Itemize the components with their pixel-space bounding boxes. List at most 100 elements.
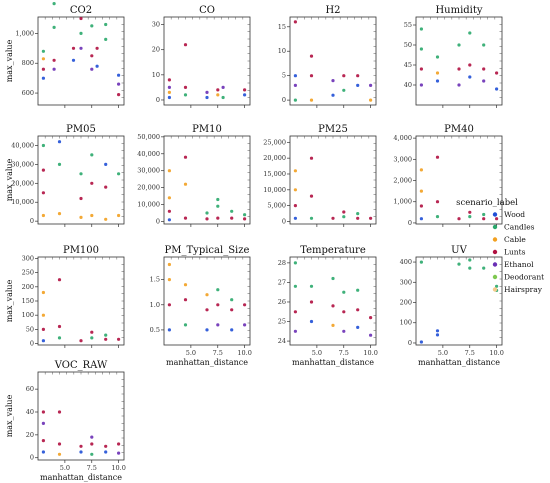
legend: scenario_label Wood Candles Cable Lunts Ethan… [456,198,544,294]
panel-title: UV [451,245,467,256]
panel-pm40: PM40 0 1,000 2,000 3,000 4,000 [393,124,503,227]
data-point [41,313,46,317]
data-point [369,83,373,87]
panel-title: VOC_RAW [54,360,108,371]
data-point [117,213,121,218]
data-point [52,58,56,62]
y-tick-label: 250 [22,269,34,277]
data-point [342,210,346,214]
y-tick-label: 10 [278,47,286,55]
x-tick-label: 7.5 [339,349,349,357]
data-point [167,196,171,200]
data-point [435,55,440,59]
y-tick-label: 60 [26,385,34,393]
data-point [309,74,314,78]
y-tick-label: 30,000 [137,167,160,175]
data-point [309,194,314,198]
y-tick-label: 2,000 [393,177,412,185]
x-tick-label: 5.0 [186,349,196,357]
data-point [342,310,346,314]
panel-title: Temperature [300,245,366,256]
data-point [205,217,209,221]
y-tick-label: 28 [278,259,286,267]
data-point [468,31,472,35]
data-point [243,93,247,97]
data-point [183,155,188,159]
y-tick-label: 50 [26,325,34,333]
data-point [57,452,62,456]
y-tick-label: 300 [400,278,412,286]
panel-temperature: Temperature 24 25 26 27 28 5.0 7.5 10.0manhattan… [278,245,378,367]
y-tick-label: 15,000 [263,170,286,178]
y-tick-label: 200 [22,283,34,291]
data-point [52,25,56,29]
y-tick-label: 5 [282,72,286,80]
x-tick-label: 7.5 [213,349,223,357]
x-tick-label: 10.0 [111,464,125,472]
y-tick-label: 50,000 [137,133,160,141]
data-point [117,442,121,446]
data-point [90,336,94,340]
panel-title: PM05 [66,124,96,135]
data-point [356,74,360,78]
data-point [468,210,472,214]
data-point [309,300,314,304]
data-point [331,323,335,327]
y-tick-label: 10,000 [263,186,286,194]
data-point [216,197,220,202]
data-point [79,215,83,219]
y-tick-label: 20,000 [11,179,34,187]
data-point [41,290,46,295]
data-point [90,54,94,58]
data-point [117,451,121,455]
data-point [41,439,46,443]
data-point [331,93,335,97]
panel-co: CO 0 10 20 30 [152,5,251,108]
panel-frame [289,135,377,225]
data-point [183,85,188,89]
data-point [495,87,499,91]
data-point [41,327,46,331]
data-point [41,49,46,53]
data-point [457,67,461,71]
legend-marker [492,212,498,217]
data-point [369,216,373,220]
data-point [57,140,62,144]
data-point [41,410,46,414]
data-point [183,323,188,327]
data-point [435,79,440,83]
data-point [331,304,335,308]
y-tick-label: 15 [278,23,286,31]
y-tick-label: 55 [404,21,412,29]
data-point [369,333,373,337]
data-point [293,310,297,314]
panel-frame [163,135,251,225]
data-point [419,47,423,51]
data-point [293,204,297,208]
data-point [216,303,220,307]
panel-frame [289,256,377,346]
data-point [468,215,472,219]
data-point [419,217,423,221]
y-tick-label: 0 [156,96,160,104]
data-point [117,73,121,77]
data-point [369,316,373,320]
x-tick-label: 5.0 [60,464,70,472]
legend-entry-label: Hairspray [504,285,543,294]
data-point [468,266,472,270]
data-point [167,90,171,94]
x-axis-label: manhattan_distance [166,358,248,367]
data-point [230,328,234,332]
data-point [41,213,46,218]
data-point [457,83,461,87]
data-point [331,79,335,83]
data-point [167,78,171,82]
data-point [41,421,46,425]
data-point [435,155,440,159]
y-tick-label: 0 [30,454,34,462]
panel-title: PM_Typical_Size [165,245,250,256]
y-tick-label: 10,000 [137,201,160,209]
y-tick-label: 5,000 [267,202,286,210]
data-point [221,95,225,100]
legend-marker [492,287,498,292]
